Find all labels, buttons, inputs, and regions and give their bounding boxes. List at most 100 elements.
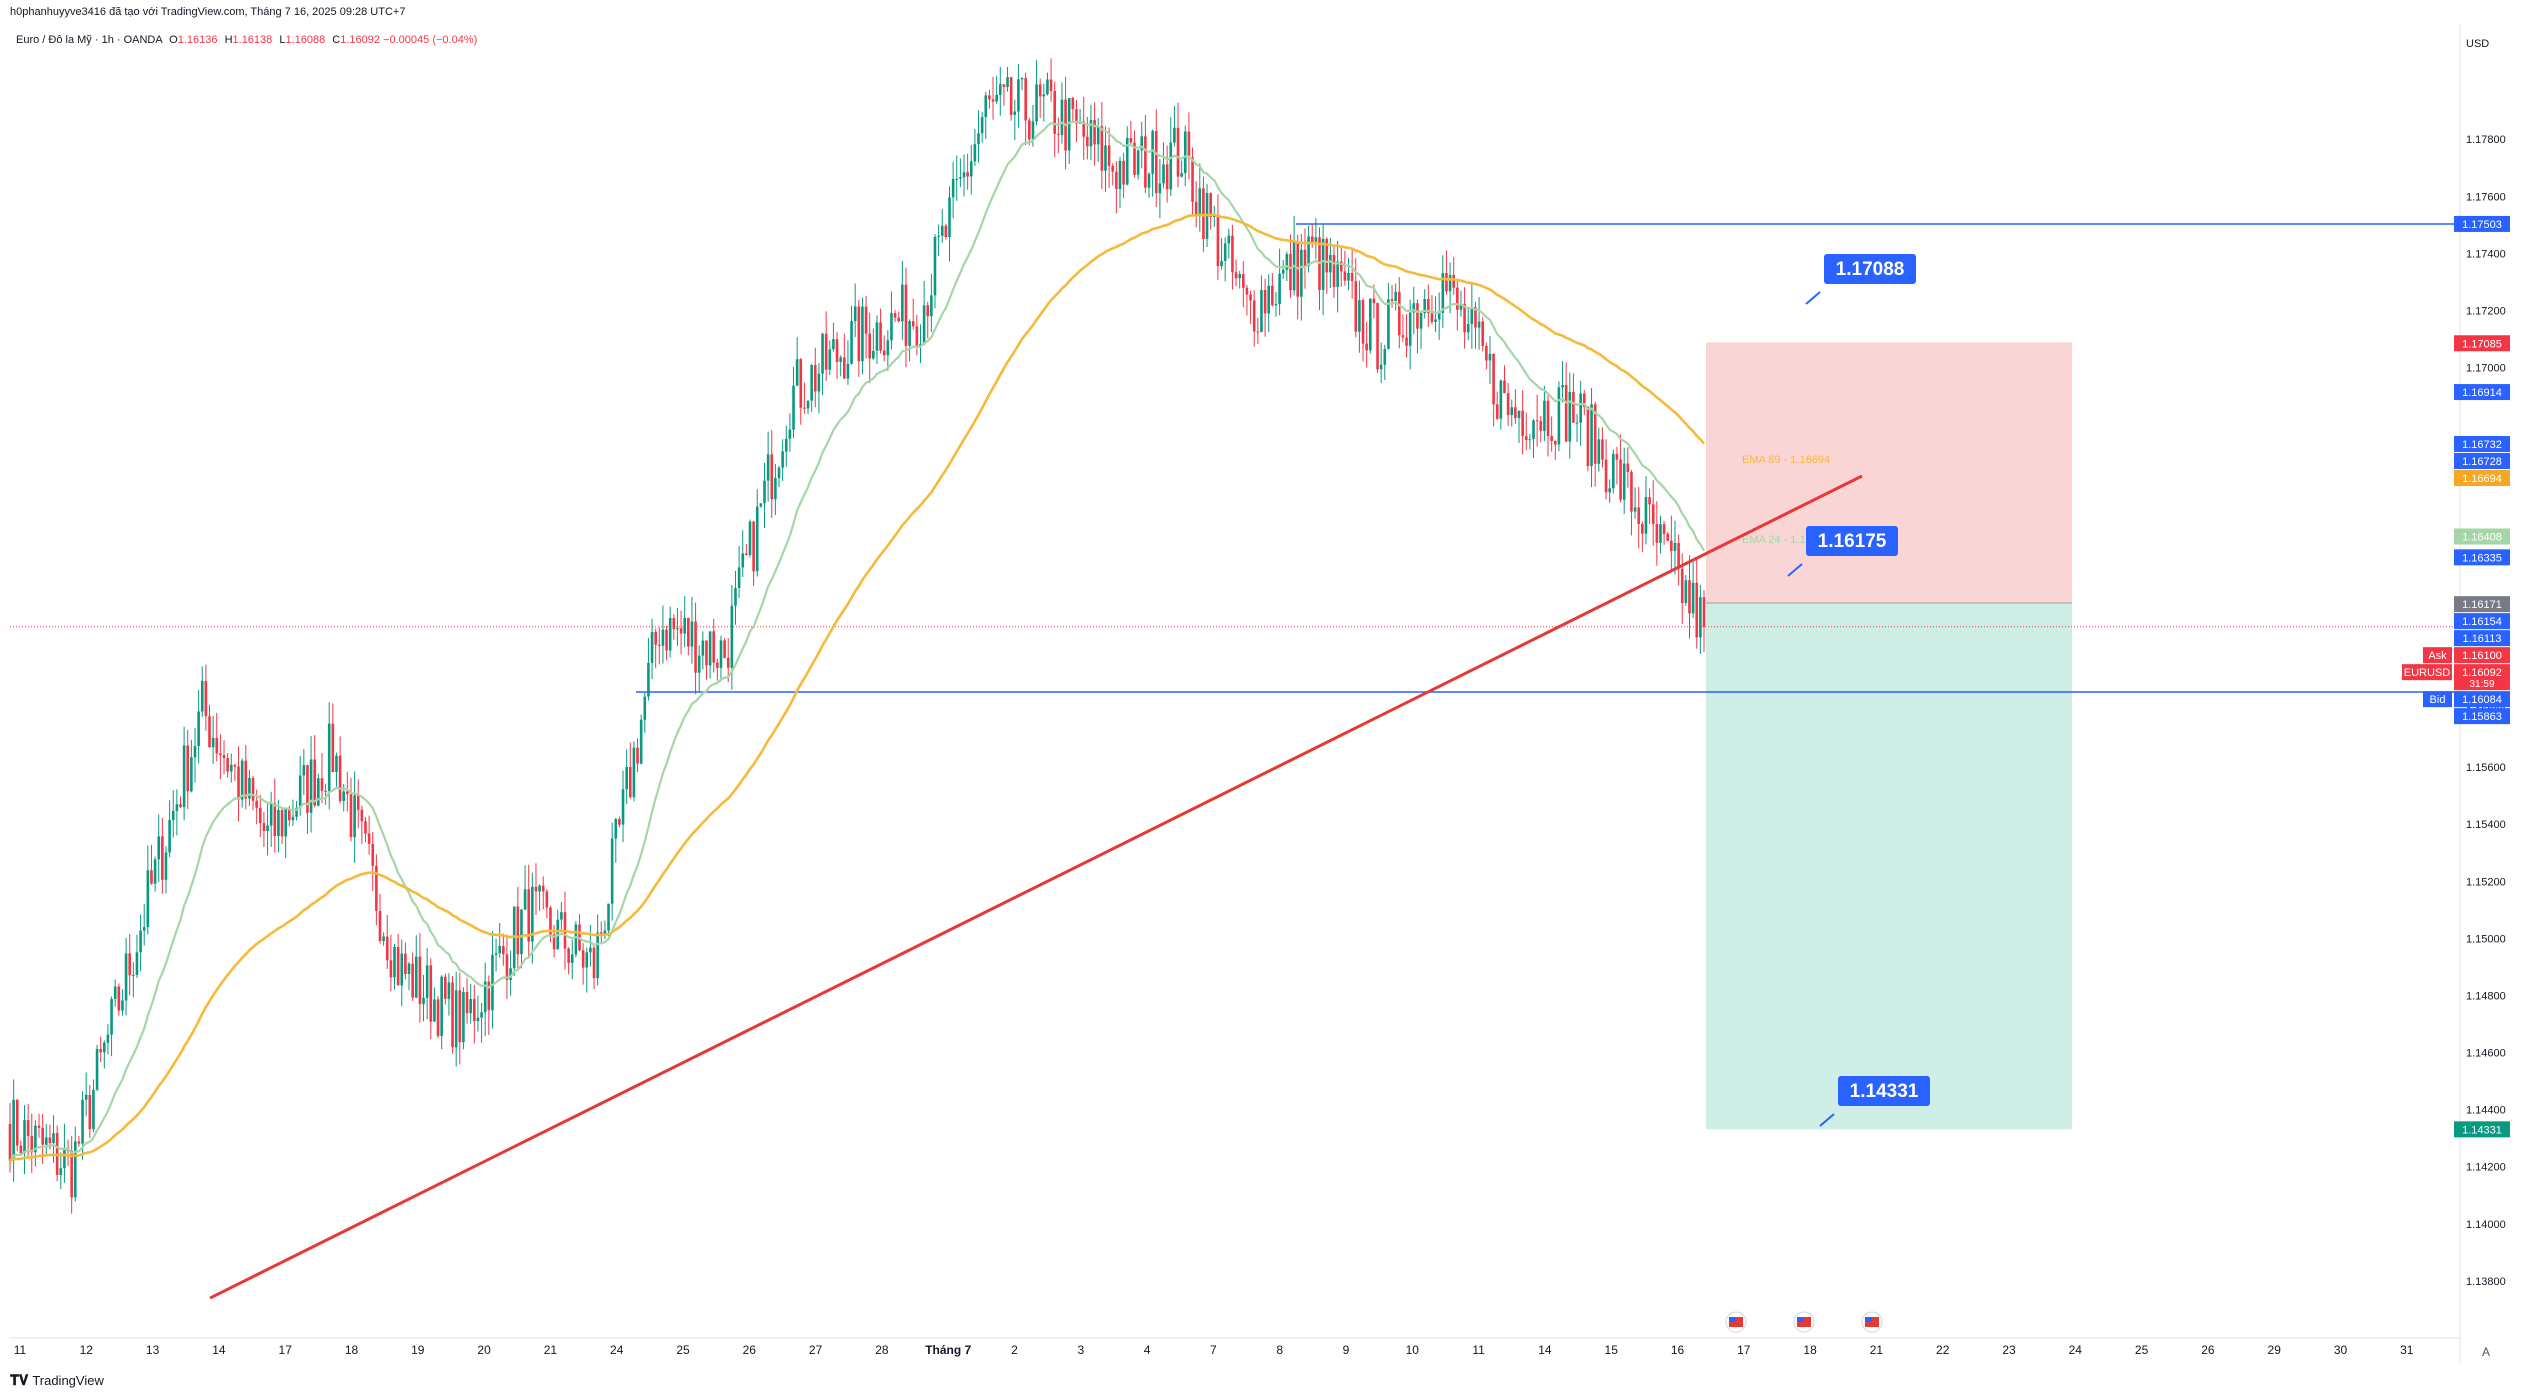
candle-body xyxy=(1223,243,1227,261)
candle-body xyxy=(1314,237,1318,243)
candle-body xyxy=(1550,435,1553,442)
candle-body xyxy=(911,321,915,327)
candle-body xyxy=(1586,406,1590,466)
candle-body xyxy=(1463,303,1466,333)
currency-label[interactable]: USD xyxy=(2466,38,2490,50)
candle-body xyxy=(1234,272,1238,279)
candle-body xyxy=(803,407,806,409)
candle-body xyxy=(1053,90,1056,134)
candle-body xyxy=(1125,138,1129,185)
candle-body xyxy=(226,758,229,772)
price-tag-text: 1.17085 xyxy=(2462,338,2502,350)
candle-body xyxy=(1495,404,1499,419)
candle-body xyxy=(839,357,842,362)
candle-body xyxy=(135,952,139,975)
candle-body xyxy=(701,640,705,656)
candle-body xyxy=(1158,183,1162,194)
candle-body xyxy=(324,790,327,792)
stop-callout: 1.17088 xyxy=(1805,254,1916,305)
y-tick-label: 1.17400 xyxy=(2466,248,2506,260)
price-tag-prefix-text: EURUSD xyxy=(2404,667,2451,679)
candle-body xyxy=(1702,597,1706,627)
candle-body xyxy=(84,1094,88,1100)
candle-body xyxy=(1202,188,1205,239)
tradingview-brand[interactable]: 𝐓𝐕 TradingView xyxy=(10,1372,104,1389)
price-tag-text: 1.16092 xyxy=(2462,667,2502,679)
candle-body xyxy=(1593,404,1597,464)
candle-body xyxy=(817,373,821,392)
candle-body xyxy=(364,821,367,834)
candle-body xyxy=(1176,127,1180,177)
y-tick-label: 1.14200 xyxy=(2466,1162,2506,1174)
candle-body xyxy=(904,284,908,346)
auto-scale-button[interactable]: A xyxy=(2482,1345,2491,1359)
open-value: 1.16136 xyxy=(177,34,218,46)
x-tick-label: 13 xyxy=(146,1343,160,1357)
candle-body xyxy=(378,910,382,942)
x-tick-label: 20 xyxy=(477,1343,491,1357)
candle-body xyxy=(1368,298,1372,351)
candle-body xyxy=(473,999,476,1022)
candle-body xyxy=(1481,321,1485,346)
x-tick-label: 16 xyxy=(1671,1343,1685,1357)
candle-body xyxy=(371,843,375,866)
candle-body xyxy=(1169,142,1173,190)
candle-body xyxy=(937,235,940,237)
price-tag xyxy=(2454,384,2510,401)
candle-body xyxy=(168,820,171,853)
candle-body xyxy=(658,644,661,646)
candle-body xyxy=(1535,420,1539,422)
y-tick-label: 1.14600 xyxy=(2466,1048,2506,1060)
price-tag xyxy=(2454,549,2510,566)
candle-body xyxy=(930,295,933,317)
candle-body xyxy=(367,833,371,844)
candle-body xyxy=(984,95,988,118)
candle-body xyxy=(774,478,777,500)
candle-body xyxy=(1339,261,1343,272)
candle-body xyxy=(1028,120,1031,140)
low-value: 1.16088 xyxy=(285,34,326,46)
candle-body xyxy=(552,934,556,950)
tradingview-logo-icon: 𝐓𝐕 xyxy=(10,1372,29,1388)
candle-body xyxy=(63,1147,66,1169)
candle-body xyxy=(908,321,911,346)
price-tag-text: 1.16100 xyxy=(2462,650,2502,662)
candle-body xyxy=(1209,193,1212,217)
candle-body xyxy=(440,976,443,1036)
candle-body xyxy=(418,956,422,1005)
candle-body xyxy=(1278,273,1281,305)
candle-body xyxy=(893,313,897,318)
candle-body xyxy=(1568,391,1572,442)
candle-body xyxy=(1677,543,1680,569)
candle-body xyxy=(1485,345,1488,361)
x-tick-label: 15 xyxy=(1605,1343,1619,1357)
candle-body xyxy=(335,755,338,773)
price-tag xyxy=(2454,613,2510,630)
candle-body xyxy=(1263,289,1267,314)
price-tag-text: 1.17503 xyxy=(2462,219,2502,231)
candle-body xyxy=(157,836,161,860)
candle-body xyxy=(1630,472,1633,512)
candle-body xyxy=(1198,188,1202,215)
candle-body xyxy=(1691,582,1695,614)
candle-body xyxy=(1071,98,1075,110)
x-tick-label: 19 xyxy=(411,1343,425,1357)
candle-body xyxy=(1310,236,1314,243)
candle-body xyxy=(795,359,799,386)
candle-body xyxy=(1615,453,1619,460)
candle-body xyxy=(1216,214,1220,267)
trendline xyxy=(209,474,1863,1300)
candle-body xyxy=(317,778,320,806)
symbol-legend[interactable]: Euro / Đô la Mỹ · 1h · OANDA O1.16136 H1… xyxy=(16,34,477,46)
candle-body xyxy=(15,1099,19,1146)
price-tag xyxy=(2454,453,2510,470)
candle-body xyxy=(277,809,280,837)
candle-body xyxy=(523,889,527,910)
candle-body xyxy=(1419,313,1423,329)
us-flag-icon xyxy=(1729,1317,1736,1322)
price-tag xyxy=(2454,335,2510,352)
candle-body xyxy=(959,177,962,179)
candle-body xyxy=(1597,439,1601,464)
candle-body xyxy=(643,696,647,720)
